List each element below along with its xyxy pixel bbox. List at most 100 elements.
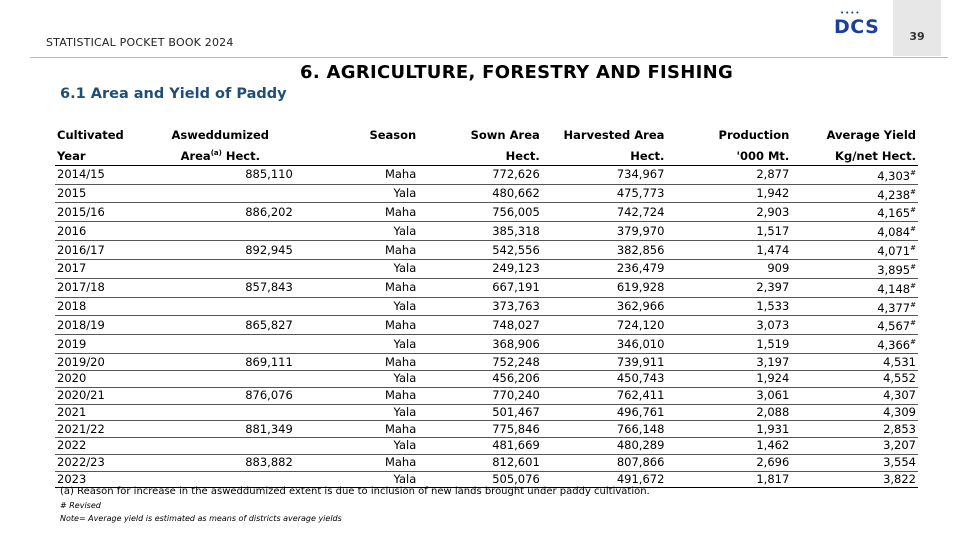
cell-average-yield-value: 3,207	[883, 438, 916, 453]
cell-year-value: 2018	[57, 299, 87, 314]
cell-asweddumized: 869,111	[145, 353, 295, 371]
cell-sown-area: 812,601	[418, 454, 542, 472]
cell-average-yield-value: 4,366	[877, 338, 911, 353]
cell-harvested-area-value: 739,911	[616, 354, 665, 369]
table-row: 2019/20 869,111 Maha 752,248 739,911 3,197 4,5…	[55, 353, 918, 371]
header-divider	[30, 57, 948, 58]
table-row: 2015/16 886,202 Maha 756,005 742,724 2,903 4,1…	[55, 202, 918, 223]
cell-year-value: 2015/16	[57, 204, 105, 219]
cell-sown-area-value: 481,669	[492, 438, 540, 453]
table-row: 2020/21 876,076 Maha 770,240 762,411 3,061 4,3…	[55, 387, 918, 405]
cell-average-yield: 4,366#	[791, 334, 918, 355]
cell-production: 3,061	[666, 387, 792, 405]
cell-season-value: Maha	[384, 388, 417, 403]
cell-harvested-area-value: 742,724	[616, 204, 665, 219]
cell-harvested-area-value: 362,966	[616, 299, 665, 314]
revised-mark: #	[910, 338, 916, 347]
revised-mark: #	[910, 225, 916, 234]
cell-harvested-area-value: 766,148	[616, 421, 665, 436]
cell-year-value: 2022	[57, 438, 87, 453]
cell-harvested-area-value: 236,479	[616, 261, 665, 276]
cell-average-yield: 4,238#	[791, 184, 918, 204]
footnote-yield: Note= Average yield is estimated as mean…	[60, 514, 342, 523]
table-row: 2022 Yala 481,669 480,289 1,462 3,207	[55, 437, 918, 455]
cell-harvested-area: 382,856	[541, 240, 667, 260]
cell-harvested-area-value: 475,773	[616, 186, 665, 201]
cell-year: 2016/17	[55, 240, 146, 260]
cell-average-yield-value: 4,309	[883, 404, 916, 419]
cell-asweddumized-value: 883,882	[245, 455, 293, 470]
cell-harvested-area: 742,724	[541, 202, 667, 223]
cell-average-yield-value: 3,895	[877, 262, 911, 277]
cell-year-value: 2015	[57, 186, 87, 201]
cell-sown-area: 772,626	[418, 165, 542, 185]
cell-season: Maha	[294, 420, 419, 439]
cell-sown-area-value: 480,662	[492, 186, 540, 201]
cell-season: Maha	[294, 454, 419, 472]
cell-average-yield: 4,377#	[791, 297, 918, 317]
cell-year: 2015/16	[55, 202, 146, 223]
cell-sown-area-value: 373,763	[492, 299, 540, 314]
cell-year: 2023	[55, 471, 146, 489]
cell-sown-area: 775,846	[418, 420, 542, 439]
section-title: 6.1 Area and Yield of Paddy	[60, 86, 287, 102]
revised-mark: #	[910, 206, 916, 215]
cell-asweddumized: 857,843	[145, 278, 295, 298]
cell-harvested-area: 346,010	[541, 334, 667, 355]
cell-production: 1,931	[666, 420, 792, 439]
cell-production-value: 1,474	[756, 242, 790, 257]
cell-year: 2017	[55, 259, 146, 279]
cell-asweddumized	[145, 221, 295, 242]
table-row: 2021/22 881,349 Maha 775,846 766,148 1,931 2,8…	[55, 420, 918, 439]
cell-sown-area-value: 667,191	[492, 280, 540, 295]
cell-production: 2,397	[666, 278, 792, 298]
cell-season: Yala	[294, 259, 419, 279]
cell-year: 2021	[55, 404, 146, 422]
cell-production: 1,924	[666, 370, 792, 388]
cell-sown-area-value: 752,248	[492, 354, 540, 369]
cell-sown-area-value: 505,076	[492, 472, 540, 487]
table-row: 2022/23 883,882 Maha 812,601 807,866 2,696 3,5…	[55, 454, 918, 472]
table-row: 2021 Yala 501,467 496,761 2,088 4,309	[55, 404, 918, 422]
cell-harvested-area-value: 382,856	[616, 242, 665, 257]
cell-season: Yala	[294, 184, 419, 204]
cell-harvested-area: 724,120	[541, 315, 667, 336]
cell-harvested-area: 766,148	[541, 420, 667, 439]
cell-asweddumized	[145, 404, 295, 422]
cell-year-value: 2022/23	[57, 455, 105, 470]
cell-sown-area: 756,005	[418, 202, 542, 223]
cell-production-value: 1,462	[756, 438, 790, 453]
cell-sown-area-value: 542,556	[492, 242, 540, 257]
cell-year: 2015	[55, 184, 146, 204]
cell-year-value: 2016	[57, 223, 87, 238]
cell-production: 1,517	[666, 221, 792, 242]
cell-average-yield-value: 4,567	[877, 319, 911, 334]
cell-asweddumized	[145, 437, 295, 455]
cell-harvested-area: 379,970	[541, 221, 667, 242]
cell-harvested-area: 619,928	[541, 278, 667, 298]
cell-sown-area: 505,076	[418, 471, 542, 489]
revised-mark: #	[910, 168, 916, 177]
table-header-row-2: Year Area(a) Hect. Hect. Hect. '000 Mt. …	[55, 144, 918, 166]
page-number-box: 39	[893, 0, 941, 56]
cell-production: 2,696	[666, 454, 792, 472]
cell-production: 3,197	[666, 353, 792, 371]
cell-production-value: 2,696	[756, 455, 790, 470]
cell-sown-area-value: 456,206	[492, 371, 540, 386]
table-row: 2017 Yala 249,123 236,479 909 3,895#	[55, 259, 918, 279]
cell-average-yield-value: 4,531	[883, 354, 916, 369]
cell-sown-area: 480,662	[418, 184, 542, 204]
cell-average-yield-value: 3,554	[883, 455, 916, 470]
cell-production: 1,942	[666, 184, 792, 204]
revised-mark: #	[910, 244, 916, 253]
cell-season: Maha	[294, 315, 419, 336]
cell-year-value: 2021/22	[57, 421, 105, 436]
cell-year: 2018	[55, 297, 146, 317]
cell-year-value: 2023	[57, 472, 87, 487]
cell-average-yield-value: 4,377	[877, 300, 911, 315]
cell-year: 2021/22	[55, 420, 146, 439]
header-area-footnote: (a)	[210, 149, 222, 157]
cell-production-value: 2,903	[756, 204, 790, 219]
cell-average-yield-value: 4,165	[877, 206, 911, 221]
cell-harvested-area: 362,966	[541, 297, 667, 317]
